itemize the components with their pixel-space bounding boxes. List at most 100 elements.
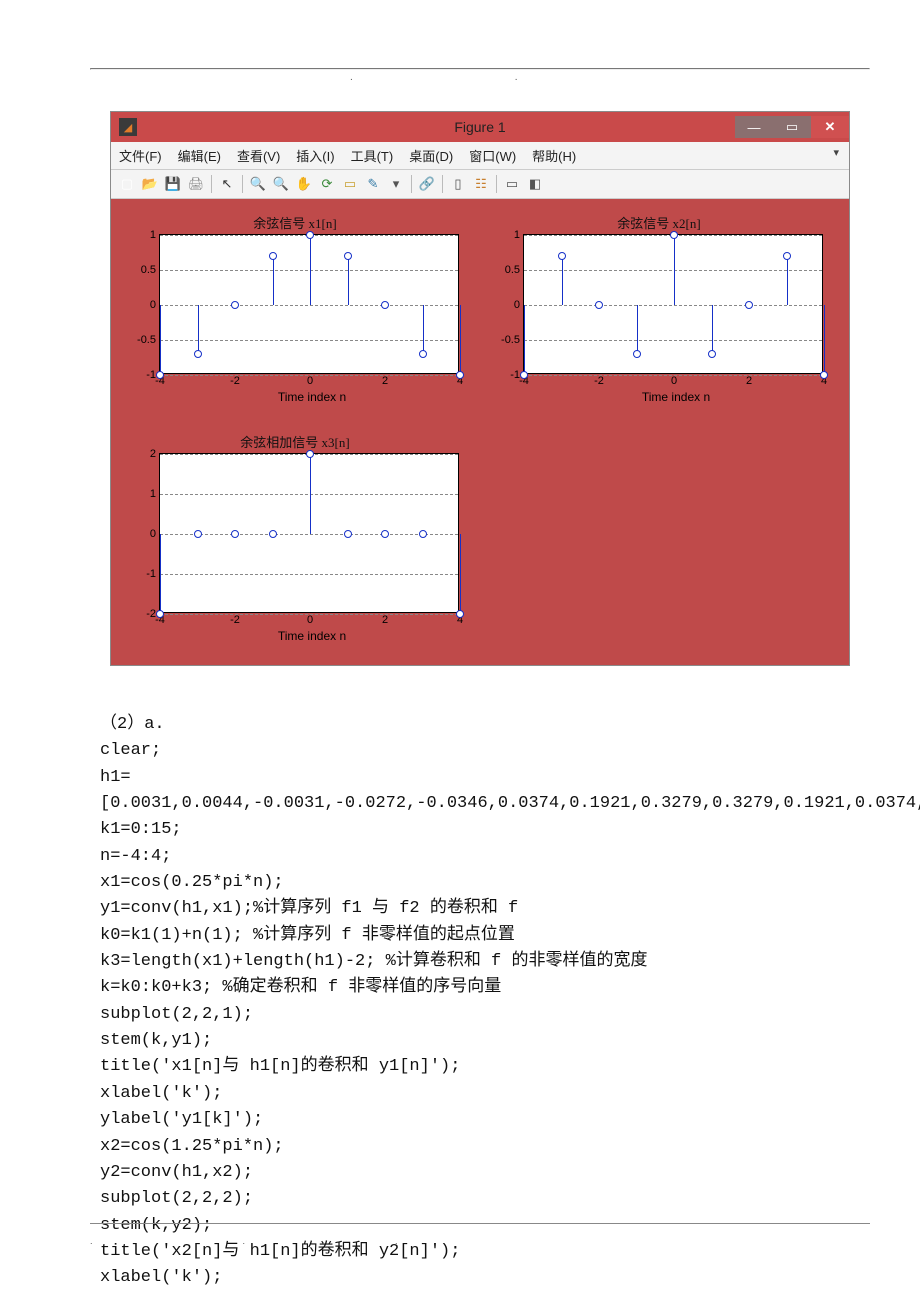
code-block: （2）a. clear; h1=[0.0031,0.0044,-0.0031,-… xyxy=(90,712,870,1292)
toolbar-separator xyxy=(211,175,212,193)
stem-marker xyxy=(558,252,566,260)
toolbar: ▢📂💾🖨↖🔍🔍✋⟳▭✎▾🔗▯☷▭◧ xyxy=(111,170,849,199)
y-tick-label: 0 xyxy=(150,299,156,311)
stem-marker xyxy=(708,350,716,358)
grid-line xyxy=(524,270,822,271)
figure-window: Figure 1 — ▭ ✕ 文件(F) 编辑(E) 查看(V) 插入(I) 工… xyxy=(110,111,850,666)
footer-rule xyxy=(90,1223,870,1224)
stem-marker xyxy=(520,371,528,379)
link-icon[interactable]: 🔗 xyxy=(417,174,437,194)
print-icon[interactable]: 🖨 xyxy=(186,174,206,194)
stem-marker xyxy=(820,371,828,379)
new-file-icon[interactable]: ▢ xyxy=(117,174,137,194)
plot-area: 余弦信号 x1[n]-1-0.500.51-4-2024Time index n… xyxy=(111,199,849,665)
menu-tools[interactable]: 工具(T) xyxy=(351,146,394,165)
open-icon[interactable]: 📂 xyxy=(140,174,160,194)
grid-line xyxy=(524,305,822,306)
titlebar: Figure 1 — ▭ ✕ xyxy=(111,112,849,142)
stem-marker xyxy=(456,610,464,618)
stem-marker xyxy=(269,530,277,538)
stem-marker xyxy=(156,371,164,379)
subplot-title: 余弦信号 x2[n] xyxy=(489,213,829,232)
zoom-in-icon[interactable]: 🔍 xyxy=(248,174,268,194)
toolbar-separator xyxy=(496,175,497,193)
stem-marker xyxy=(381,301,389,309)
stem-line xyxy=(524,305,525,375)
stem-marker xyxy=(456,371,464,379)
empty-subplot xyxy=(489,432,835,643)
grid-line xyxy=(160,270,458,271)
stem-line xyxy=(787,256,788,305)
stem-marker xyxy=(670,231,678,239)
x-tick-label: 2 xyxy=(382,614,388,626)
menu-help[interactable]: 帮助(H) xyxy=(532,146,576,165)
stem-line xyxy=(637,305,638,354)
stem-marker xyxy=(156,610,164,618)
stem-marker xyxy=(231,530,239,538)
stem-marker xyxy=(633,350,641,358)
pointer-icon[interactable]: ↖ xyxy=(217,174,237,194)
subplot-2: 余弦信号 x2[n]-1-0.500.51-4-2024Time index n xyxy=(489,213,829,424)
axes: -1-0.500.51-4-2024 xyxy=(159,234,459,374)
x-tick-label: 0 xyxy=(671,375,677,387)
y-tick-label: 2 xyxy=(150,448,156,460)
menu-view[interactable]: 查看(V) xyxy=(237,146,280,165)
stem-line xyxy=(160,534,161,614)
stem-marker xyxy=(306,231,314,239)
x-tick-label: -2 xyxy=(230,375,240,387)
rotate-icon[interactable]: ⟳ xyxy=(317,174,337,194)
y-tick-label: 1 xyxy=(150,488,156,500)
menu-window[interactable]: 窗口(W) xyxy=(469,146,516,165)
save-icon[interactable]: 💾 xyxy=(163,174,183,194)
minimize-button[interactable]: — xyxy=(735,116,773,138)
x-tick-label: 0 xyxy=(307,375,313,387)
subplot-title: 余弦相加信号 x3[n] xyxy=(125,432,465,451)
y-tick-label: 1 xyxy=(150,229,156,241)
close-button[interactable]: ✕ xyxy=(811,116,849,138)
stem-marker xyxy=(306,450,314,458)
stem-marker xyxy=(783,252,791,260)
y-tick-label: 0 xyxy=(514,299,520,311)
grid-line xyxy=(160,574,458,575)
zoom-out-icon[interactable]: 🔍 xyxy=(271,174,291,194)
stem-marker xyxy=(595,301,603,309)
menu-file[interactable]: 文件(F) xyxy=(119,146,162,165)
grid-line xyxy=(524,340,822,341)
brush-drop-icon[interactable]: ▾ xyxy=(386,174,406,194)
datacursor-icon[interactable]: ▭ xyxy=(340,174,360,194)
brush-icon[interactable]: ✎ xyxy=(363,174,383,194)
x-tick-label: 2 xyxy=(746,375,752,387)
menu-desktop[interactable]: 桌面(D) xyxy=(409,146,453,165)
stem-line xyxy=(310,235,311,305)
stem-marker xyxy=(194,350,202,358)
window-controls: — ▭ ✕ xyxy=(735,116,849,138)
stem-marker xyxy=(381,530,389,538)
stem-marker xyxy=(231,301,239,309)
axes: -2-1012-4-2024 xyxy=(159,453,459,613)
menu-insert[interactable]: 插入(I) xyxy=(296,146,334,165)
y-tick-label: -1 xyxy=(146,568,156,580)
stem-line xyxy=(160,305,161,375)
footer-dots: ... xyxy=(90,1236,490,1246)
axes-icon[interactable]: ▭ xyxy=(502,174,522,194)
pan-icon[interactable]: ✋ xyxy=(294,174,314,194)
stem-line xyxy=(310,454,311,534)
menu-edit[interactable]: 编辑(E) xyxy=(178,146,221,165)
toolbar-separator xyxy=(242,175,243,193)
menu-chevron-icon[interactable]: ▾ xyxy=(833,146,839,159)
stem-marker xyxy=(745,301,753,309)
x-tick-label: -2 xyxy=(594,375,604,387)
grid-line xyxy=(160,534,458,535)
dock-icon[interactable]: ◧ xyxy=(525,174,545,194)
subplot-title: 余弦信号 x1[n] xyxy=(125,213,465,232)
stem-line xyxy=(712,305,713,354)
legend-icon[interactable]: ☷ xyxy=(471,174,491,194)
maximize-button[interactable]: ▭ xyxy=(773,116,811,138)
colorbar-icon[interactable]: ▯ xyxy=(448,174,468,194)
x-tick-label: -2 xyxy=(230,614,240,626)
axes: -1-0.500.51-4-2024 xyxy=(523,234,823,374)
stem-line xyxy=(348,256,349,305)
y-tick-label: -0.5 xyxy=(137,334,156,346)
stem-marker xyxy=(344,252,352,260)
stem-marker xyxy=(419,530,427,538)
